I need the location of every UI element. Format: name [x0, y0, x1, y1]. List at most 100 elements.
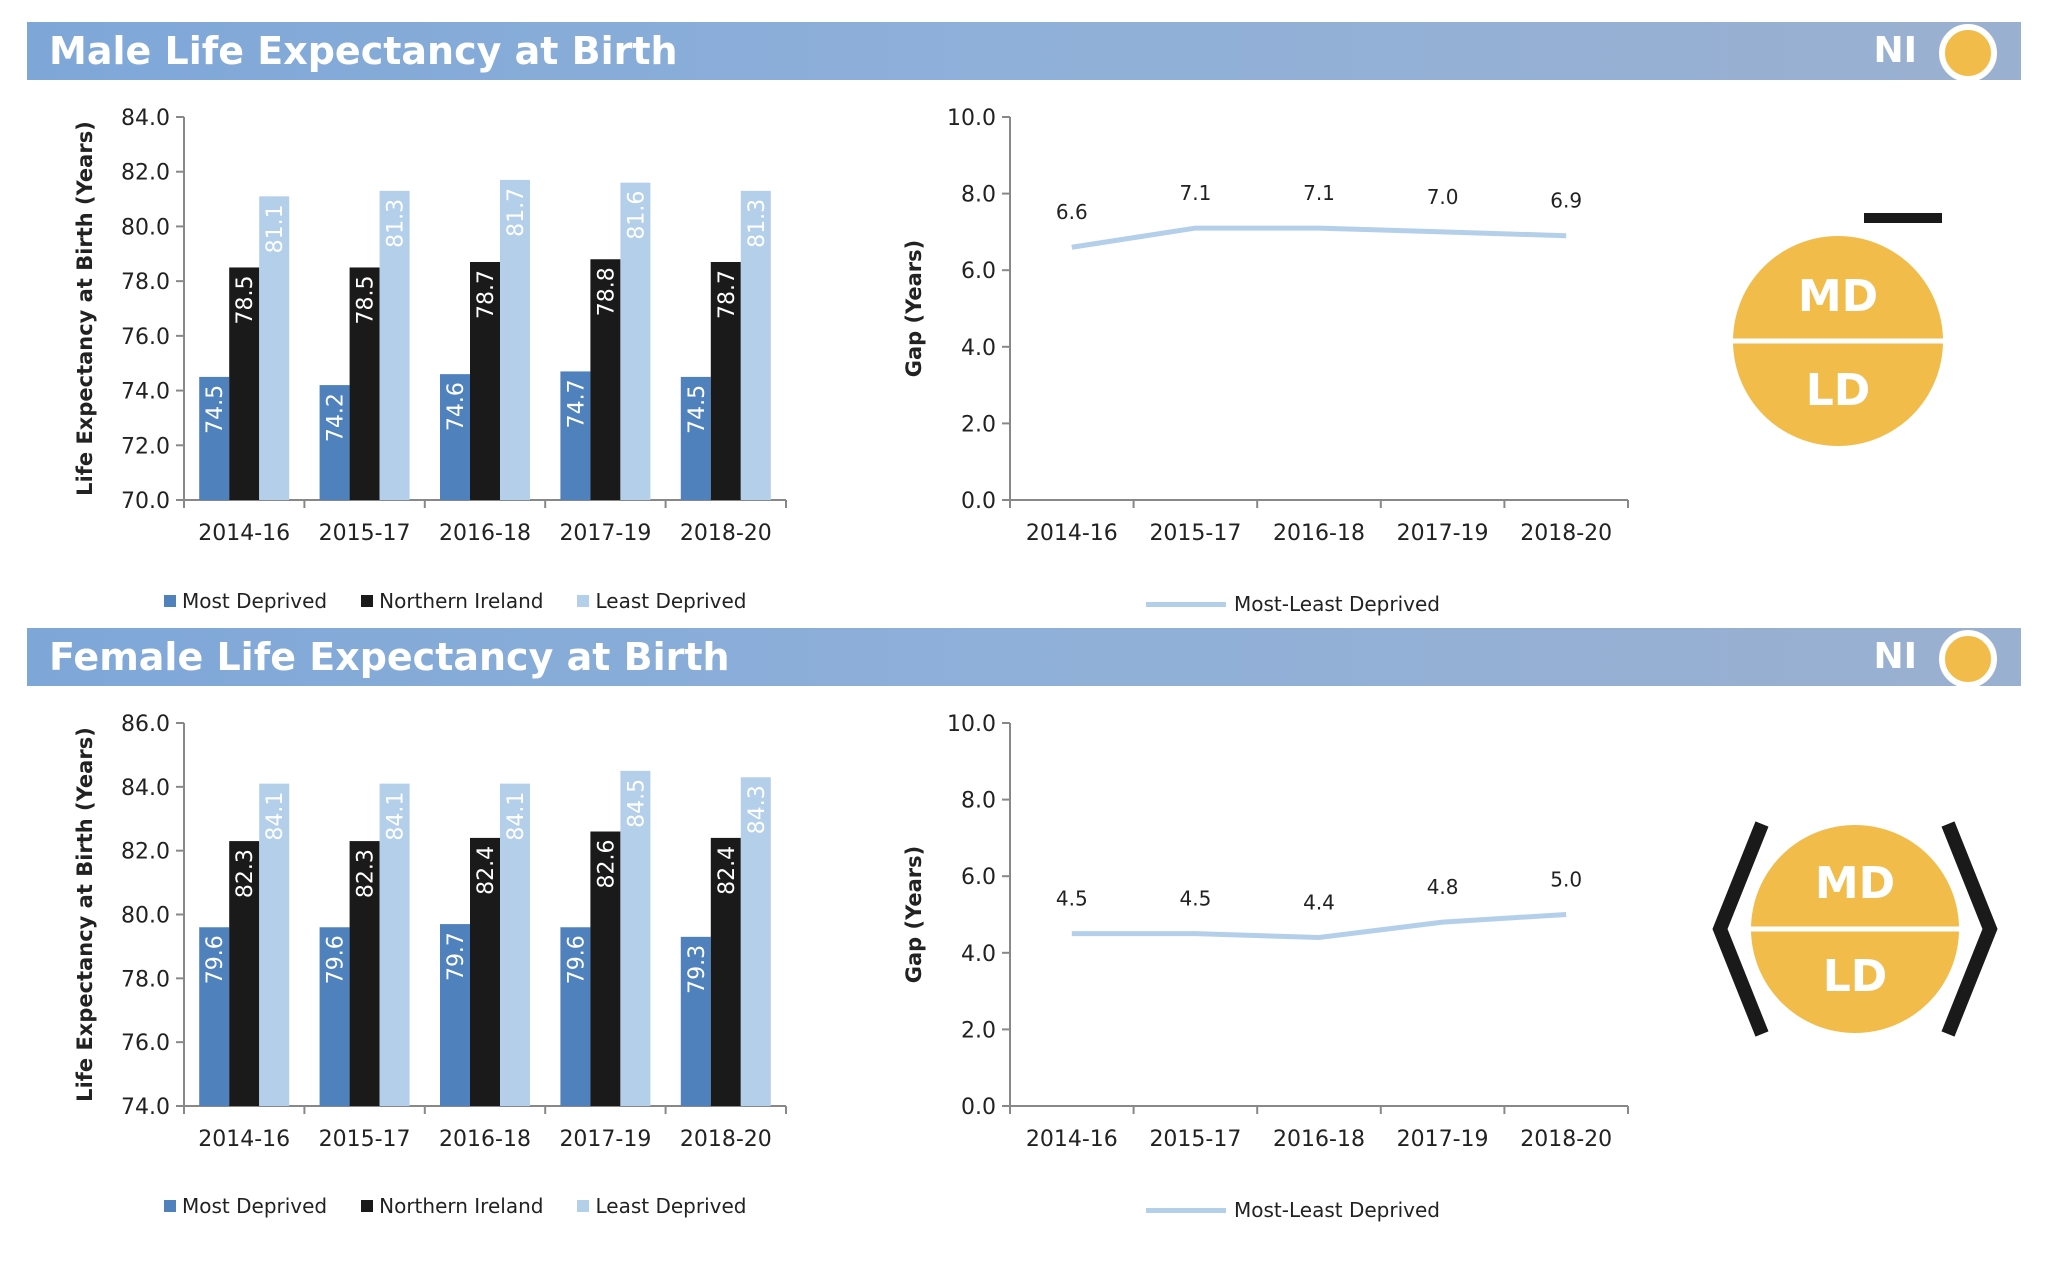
x-tick-label: 2015-17: [1149, 521, 1241, 546]
x-tick-label: 2017-19: [1397, 521, 1489, 546]
female-gap-chart: 0.0 2.0 4.0 6.0 8.0 10.0 Gap (Years) 2014-16 201…: [902, 712, 1629, 1152]
x-tick-label: 2016-18: [1273, 521, 1365, 546]
bar-data-label: 78.5: [233, 275, 258, 324]
legend-swatch: [164, 595, 176, 607]
y-tick-label: 80.0: [121, 904, 170, 929]
y-axis-label: Life Expectancy at Birth (Years): [73, 727, 97, 1102]
bar-data-label: 79.6: [324, 935, 349, 984]
male-md-ld-badge: MD LD: [1733, 213, 1943, 446]
series-line: [1071, 912, 1567, 940]
x-tick-label: 2015-17: [1149, 1127, 1241, 1152]
x-tick-label: 2017-19: [1397, 1127, 1489, 1152]
bar: [259, 196, 290, 500]
male-bar-chart: 70.0 72.0 74.0 76.0 78.0 80.0 82.0 84.0 Life Exp…: [73, 106, 787, 546]
bar-data-label: 74.2: [324, 393, 349, 442]
male-section-title: Male Life Expectancy at Birth: [49, 29, 678, 73]
legend-line: [1146, 1207, 1226, 1213]
male-gap-chart: 0.0 2.0 4.0 6.0 8.0 10.0 Gap (Years) 2014-16 201…: [902, 106, 1629, 546]
y-tick-label: 2.0: [961, 1018, 996, 1043]
bar: [590, 831, 621, 1106]
bar-data-label: 81.6: [624, 191, 649, 240]
bar-data-label: 78.5: [354, 275, 379, 324]
bar: [349, 841, 380, 1106]
female-gap-legend: Most-Least Deprived: [1146, 1198, 1474, 1222]
female-section-title: Female Life Expectancy at Birth: [49, 635, 730, 679]
bar: [470, 837, 500, 1106]
x-tick-label: 2014-16: [1026, 1127, 1118, 1152]
data-label: 7.0: [1427, 185, 1459, 209]
female-ni-label: NI: [1873, 636, 1917, 677]
bar: [710, 837, 741, 1106]
y-tick-label: 86.0: [121, 712, 170, 737]
female-section-header: Female Life Expectancy at Birth NI: [27, 628, 2021, 688]
bar: [560, 927, 591, 1106]
bar-data-label: 78.8: [594, 267, 619, 316]
bar: [229, 841, 260, 1106]
bar-data-label: 79.7: [444, 932, 469, 981]
bar: [620, 182, 651, 500]
y-tick-label: 10.0: [947, 712, 996, 737]
bar-data-label: 82.3: [233, 849, 258, 898]
male-gap-legend: Most-Least Deprived: [1146, 592, 1474, 616]
legend-item-most-deprived: Most Deprived: [164, 1194, 327, 1218]
bar: [500, 783, 530, 1106]
bar-data-label: 84.1: [384, 792, 409, 841]
bar: [229, 267, 260, 500]
bar-data-label: 84.5: [624, 779, 649, 828]
male-section-header: Male Life Expectancy at Birth NI: [27, 22, 2021, 82]
bar-data-label: 82.4: [715, 846, 740, 895]
legend-label: Least Deprived: [595, 589, 747, 613]
bar-data-label: 79.3: [685, 945, 710, 994]
data-label: 7.1: [1179, 181, 1211, 205]
bar-data-label: 79.6: [564, 935, 589, 984]
x-tick-label: 2018-20: [1520, 1127, 1612, 1152]
bar: [740, 190, 771, 500]
y-tick-label: 82.0: [121, 161, 170, 186]
legend-label: Northern Ireland: [379, 1194, 544, 1218]
bar-data-label: 78.7: [715, 270, 740, 319]
bar: [590, 259, 621, 500]
bar: [470, 261, 500, 500]
male-ni-label: NI: [1873, 30, 1917, 71]
x-tick-label: 2017-19: [559, 1127, 651, 1152]
y-axis-label: Life Expectancy at Birth (Years): [73, 121, 97, 496]
bar-data-label: 74.5: [203, 385, 228, 434]
legend-label: Most Deprived: [182, 589, 328, 613]
md-label: MD: [1798, 271, 1878, 322]
legend-item-least-deprived: Least Deprived: [577, 1194, 746, 1218]
data-label: 7.1: [1303, 181, 1335, 205]
y-tick-label: 80.0: [121, 215, 170, 240]
bar-data-label: 82.4: [474, 846, 499, 895]
legend-item-northern-ireland: Northern Ireland: [361, 1194, 543, 1218]
bar-data-label: 81.7: [504, 188, 529, 237]
y-tick-label: 76.0: [121, 1031, 170, 1056]
legend-swatch: [361, 1200, 374, 1212]
y-tick-label: 4.0: [961, 942, 996, 967]
y-tick-label: 70.0: [121, 489, 170, 514]
legend-label: Northern Ireland: [379, 589, 544, 613]
legend-item-least-deprived: Least Deprived: [577, 589, 746, 613]
x-tick-label: 2015-17: [319, 521, 411, 546]
x-tick-label: 2018-20: [680, 521, 772, 546]
bar: [620, 770, 651, 1106]
y-tick-label: 2.0: [961, 412, 996, 437]
legend-label: Most-Least Deprived: [1234, 592, 1440, 616]
bar-data-label: 81.1: [263, 204, 288, 253]
chevron-left-icon: [1712, 821, 1769, 1037]
y-tick-label: 74.0: [121, 380, 170, 405]
legend-item-gap: Most-Least Deprived: [1146, 592, 1440, 616]
x-tick-label: 2016-18: [439, 1127, 531, 1152]
bar: [319, 927, 350, 1106]
legend-item-gap: Most-Least Deprived: [1146, 1198, 1440, 1222]
data-label: 4.4: [1303, 890, 1335, 914]
bar: [680, 936, 711, 1106]
series-line: [1071, 225, 1567, 250]
bar: [349, 267, 380, 500]
x-tick-label: 2017-19: [559, 521, 651, 546]
bar-data-label: 74.6: [444, 382, 469, 431]
legend-swatch: [577, 595, 590, 607]
y-tick-label: 82.0: [121, 840, 170, 865]
legend-swatch: [577, 1200, 590, 1212]
minus-bar-icon: [1864, 213, 1942, 223]
legend-swatch: [361, 595, 374, 607]
